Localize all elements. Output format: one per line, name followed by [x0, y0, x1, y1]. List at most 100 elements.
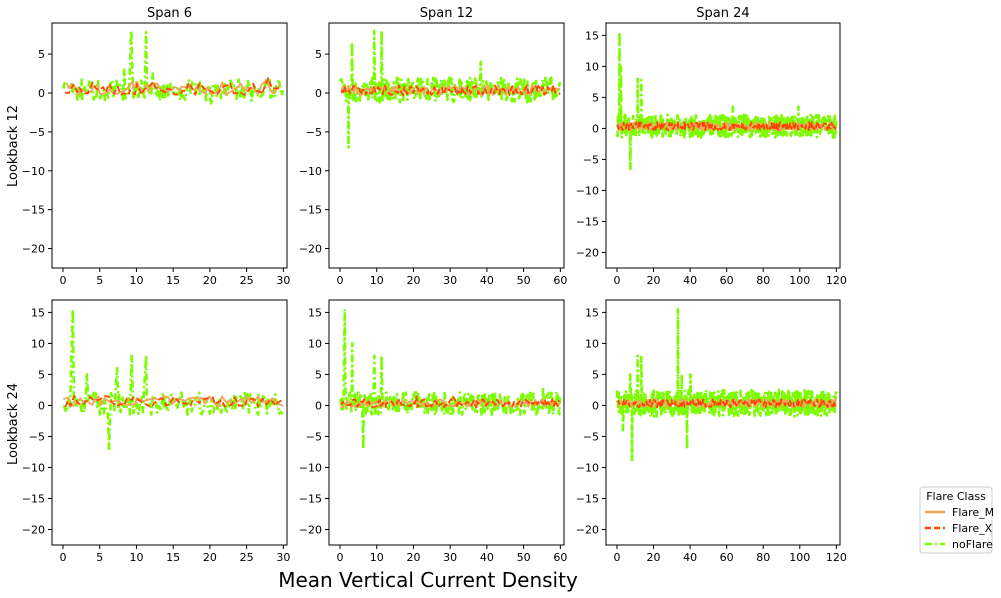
- subplot-span-24-lookback-12: 0 20 40 60 80 100 120 −20 −15 −10 −5 0 5 10 15 Span 24: [576, 6, 847, 287]
- legend-label-noflare: noFlare: [952, 538, 993, 551]
- legend-label-flare-m: Flare_M: [952, 506, 994, 519]
- y-tick-label: 5: [315, 368, 322, 381]
- y-tick-label: −20: [576, 246, 599, 259]
- x-tick-label: 25: [240, 274, 254, 287]
- y-tick-label: 15: [585, 306, 599, 319]
- x-tick-label: 120: [826, 274, 847, 287]
- x-tick-label: 40: [683, 551, 697, 564]
- legend-title: Flare Class: [926, 490, 986, 503]
- y-tick-label: −15: [299, 492, 322, 505]
- axes-frame: [605, 22, 841, 269]
- series-line-flare-x: [64, 77, 281, 96]
- x-tick-label: 60: [720, 274, 734, 287]
- y-tick-label: 15: [31, 306, 45, 319]
- y-tick-label: 5: [315, 48, 322, 61]
- x-tick-label: 20: [203, 274, 217, 287]
- y-tick-label: −20: [576, 523, 599, 536]
- series-line-flare-x: [616, 398, 837, 409]
- x-tick-label: 60: [553, 274, 567, 287]
- y-tick-label: 10: [585, 60, 599, 73]
- x-tick-label: 0: [337, 274, 344, 287]
- subplot-title: Span 24: [696, 6, 749, 21]
- x-tick-label: 20: [406, 551, 420, 564]
- x-tick-label: 30: [443, 274, 457, 287]
- x-tick-label: 60: [553, 551, 567, 564]
- y-tick-label: 10: [31, 337, 45, 350]
- y-tick-label: −20: [299, 523, 322, 536]
- axes-frame: [605, 299, 841, 546]
- y-tick-label: −10: [299, 461, 322, 474]
- row-label-lookback-24: Lookback 24: [6, 383, 21, 465]
- subplot-span-24-lookback-24: 0 20 40 60 80 100 120 −20 −15 −10 −5 0 5 10 15: [576, 299, 847, 564]
- y-tick-label: 0: [592, 122, 599, 135]
- subplot-span-6-lookback-12: 0 5 10 15 20 25 30 −20 −15 −10 −5 0 5 Span 6: [22, 6, 291, 287]
- x-tick-label: 50: [517, 551, 531, 564]
- y-tick-label: −15: [576, 492, 599, 505]
- subplot-span-6-lookback-24: 0 5 10 15 20 25 30 −20 −15 −10 −5 0 5 10 15: [22, 299, 290, 564]
- subplot-title: Span 12: [420, 6, 473, 21]
- y-tick-label: −10: [22, 461, 45, 474]
- x-tick-label: 10: [370, 274, 384, 287]
- series-line-flare-m: [65, 78, 282, 96]
- x-tick-label: 0: [60, 551, 67, 564]
- y-tick-label: −5: [29, 430, 45, 443]
- y-tick-label: 10: [308, 337, 322, 350]
- y-tick-label: 10: [585, 337, 599, 350]
- x-tick-label: 40: [683, 274, 697, 287]
- y-tick-label: 5: [38, 368, 45, 381]
- x-tick-label: 30: [443, 551, 457, 564]
- legend-frame: [919, 486, 993, 554]
- y-tick-label: 0: [38, 399, 45, 412]
- x-tick-label: 20: [406, 274, 420, 287]
- series-line-flare-x: [340, 395, 560, 409]
- legend-label-flare-x: Flare_X: [952, 522, 993, 535]
- subplot-grid: 0 5 10 15 20 25 30 −20 −15 −10 −5 0 5 Span 6 0 10 20 30 40…: [22, 6, 847, 564]
- row-label-lookback-12: Lookback 12: [6, 105, 21, 187]
- series-line-flare-x: [340, 84, 561, 97]
- y-tick-label: −15: [576, 215, 599, 228]
- x-tick-label: 40: [480, 274, 494, 287]
- y-tick-label: 15: [585, 29, 599, 42]
- series-line-noflare: [615, 30, 838, 171]
- axes-frame: [328, 22, 565, 269]
- series-line-flare-m: [340, 84, 561, 96]
- x-tick-label: 20: [647, 551, 661, 564]
- figure-xlabel: Mean Vertical Current Density: [278, 568, 578, 592]
- y-tick-label: −5: [583, 430, 599, 443]
- subplot-span-12-lookback-24: 0 10 20 30 40 50 60 −20 −15 −10 −5 0 5 10 15: [299, 299, 567, 564]
- x-tick-label: 20: [203, 551, 217, 564]
- y-tick-label: 0: [592, 399, 599, 412]
- y-tick-label: 0: [38, 87, 45, 100]
- y-tick-label: −15: [22, 204, 45, 217]
- y-tick-label: 0: [315, 87, 322, 100]
- y-tick-label: −10: [576, 184, 599, 197]
- series-line-noflare: [339, 308, 562, 451]
- y-tick-label: 5: [38, 48, 45, 61]
- y-tick-label: 5: [592, 91, 599, 104]
- y-tick-label: −10: [22, 165, 45, 178]
- axes-frame: [328, 299, 565, 546]
- x-tick-label: 5: [96, 551, 103, 564]
- x-tick-label: 30: [276, 274, 290, 287]
- x-tick-label: 100: [789, 551, 810, 564]
- x-tick-label: 120: [826, 551, 847, 564]
- y-tick-label: 0: [315, 399, 322, 412]
- x-tick-label: 15: [166, 551, 180, 564]
- x-tick-label: 0: [613, 551, 620, 564]
- x-tick-label: 0: [337, 551, 344, 564]
- x-tick-label: 15: [166, 274, 180, 287]
- series-line-flare-m: [340, 398, 560, 409]
- x-tick-label: 0: [613, 274, 620, 287]
- y-tick-label: −5: [306, 430, 322, 443]
- x-tick-label: 100: [789, 274, 810, 287]
- y-tick-label: −10: [576, 461, 599, 474]
- subplot-span-12-lookback-12: 0 10 20 30 40 50 60 −20 −15 −10 −5 0 5 Span 12: [299, 6, 568, 287]
- x-tick-label: 0: [60, 274, 67, 287]
- axes-frame: [51, 299, 288, 546]
- x-tick-label: 5: [96, 274, 103, 287]
- y-tick-label: −5: [306, 126, 322, 139]
- y-tick-label: −20: [22, 523, 45, 536]
- x-tick-label: 30: [276, 551, 290, 564]
- x-tick-label: 50: [517, 274, 531, 287]
